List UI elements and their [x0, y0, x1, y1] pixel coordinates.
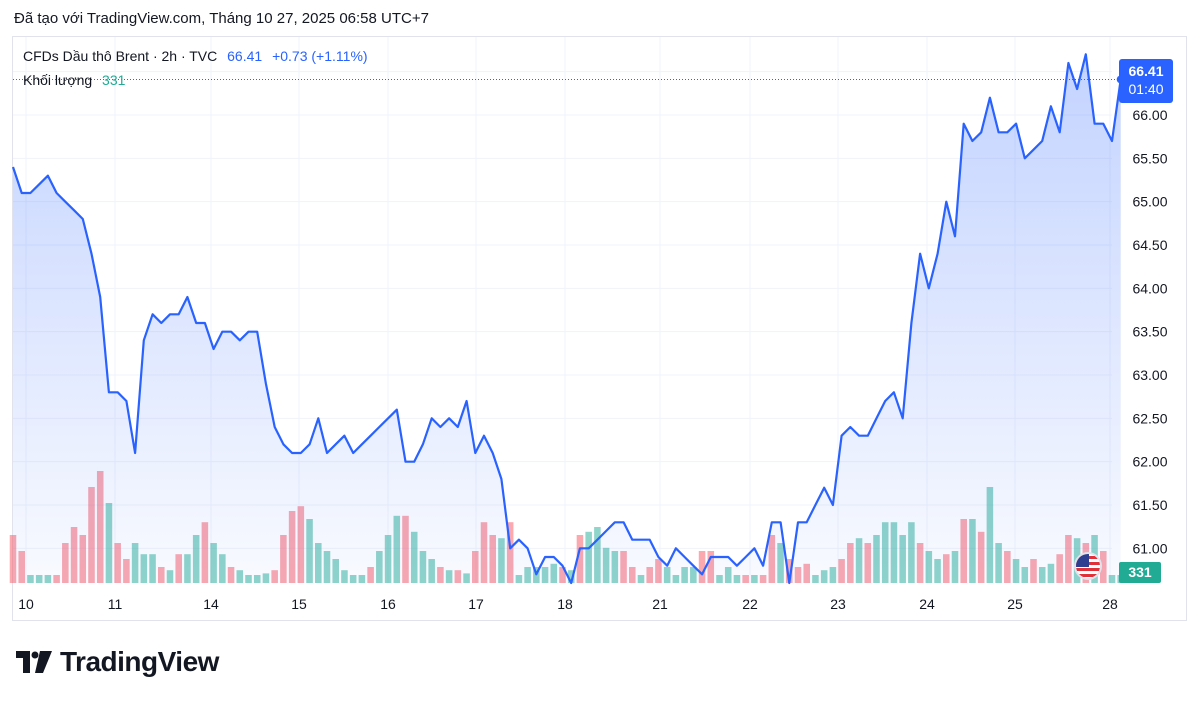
x-tick-label: 28: [1102, 596, 1118, 612]
y-axis-labels: 61.00 61.50 62.00 62.50 63.00 63.50 64.00 64.50…: [1132, 64, 1167, 557]
tradingview-logo-icon: [16, 651, 52, 673]
y-tick-label: 64.00: [1132, 280, 1167, 296]
brand-name: TradingView: [60, 646, 219, 677]
legend-symbol-row[interactable]: CFDs Dầu thô Brent · 2h · TVC 66.41 +0.7…: [23, 48, 368, 64]
chart-panel[interactable]: [12, 36, 1187, 621]
last-price: 66.41: [227, 48, 263, 64]
x-tick-label: 16: [380, 596, 396, 612]
x-tick-label: 21: [652, 596, 668, 612]
x-tick-label: 15: [291, 596, 307, 612]
x-tick-label: 17: [468, 596, 484, 612]
volume-value: 331: [102, 72, 126, 88]
price-area: [13, 54, 1121, 584]
last-price-badge-value: 66.41: [1128, 63, 1164, 79]
y-tick-label: 65.00: [1132, 194, 1167, 210]
y-tick-label: 63.50: [1132, 324, 1167, 340]
x-axis-labels: 10 11 14 15 16 17 18 21 22 23 24 25 28: [18, 596, 1118, 612]
y-tick-label: 64.50: [1132, 237, 1167, 253]
x-tick-label: 23: [830, 596, 846, 612]
volume-label: Khối lượng: [23, 72, 93, 88]
caption: Đã tạo với TradingView.com, Tháng 10 27,…: [14, 10, 429, 27]
y-tick-label: 65.50: [1132, 150, 1167, 166]
price-change: +0.73 (+1.11%): [272, 48, 368, 64]
volume-bar: [698, 551, 706, 583]
last-price-badge: 66.41 01:40: [1119, 59, 1173, 103]
price-line: [11, 53, 1122, 585]
x-tick-label: 18: [557, 596, 573, 612]
y-tick-label: 61.50: [1132, 497, 1167, 513]
volume-bar: [786, 559, 793, 583]
tradingview-logo[interactable]: TradingView: [16, 646, 219, 678]
volume-bar: [567, 570, 575, 583]
y-tick-label: 61.00: [1132, 540, 1167, 556]
x-tick-label: 14: [203, 596, 219, 612]
volume-badge: 331: [1119, 562, 1161, 583]
x-tick-label: 10: [18, 596, 34, 612]
bar-countdown: 01:40: [1128, 81, 1164, 97]
y-tick-label: 63.00: [1132, 367, 1167, 383]
y-tick-label: 62.50: [1132, 410, 1167, 426]
symbol-label: CFDs Dầu thô Brent · 2h · TVC: [23, 48, 218, 64]
us-flag-icon[interactable]: [1074, 552, 1102, 580]
y-tick-label: 62.00: [1132, 454, 1167, 470]
y-tick-label: 66.00: [1132, 107, 1167, 123]
x-tick-label: 22: [742, 596, 758, 612]
x-tick-label: 25: [1007, 596, 1023, 612]
x-tick-label: 24: [919, 596, 935, 612]
x-tick-label: 11: [108, 596, 123, 612]
legend-volume-row[interactable]: Khối lượng 331: [23, 72, 125, 88]
